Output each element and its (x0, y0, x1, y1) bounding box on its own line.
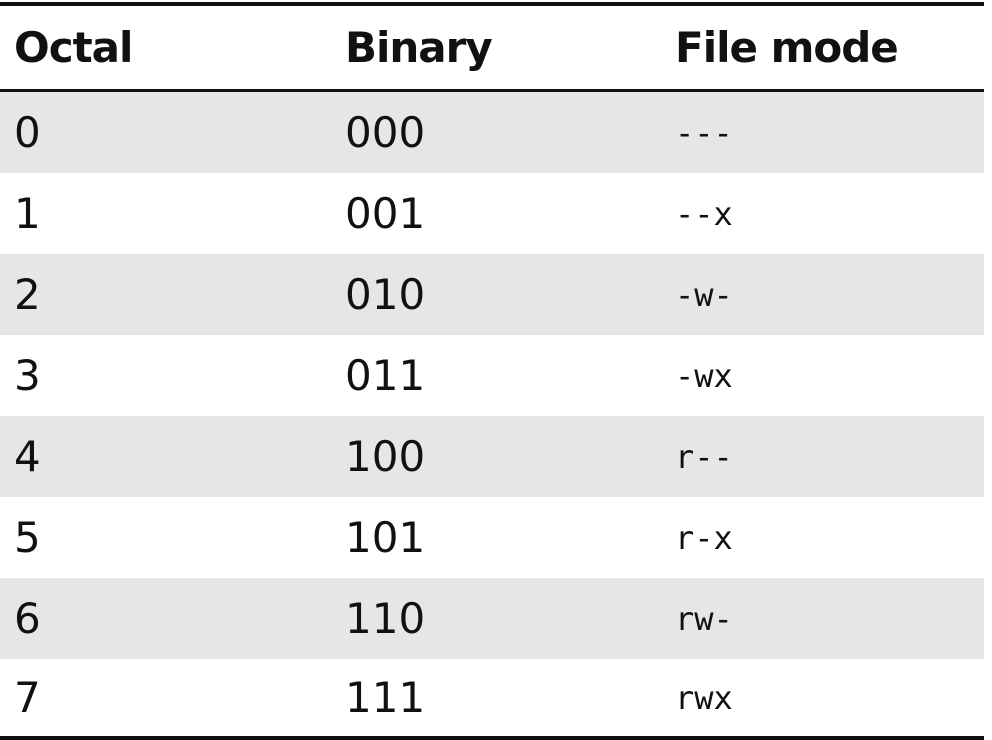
table-row: 5 101 r-x (0, 497, 984, 578)
table-cell: -w- (661, 254, 984, 335)
header-cell: File mode (661, 4, 984, 92)
table-cell: 101 (345, 513, 426, 562)
table-cell: 010 (331, 254, 661, 335)
table-cell: 0 (0, 90, 331, 173)
table-row: 0 000 --- (0, 90, 984, 173)
table-cell: 111 (345, 673, 426, 722)
table-cell: 011 (345, 351, 426, 400)
table-row: 3 011 -wx (0, 335, 984, 416)
table-cell: --- (661, 90, 984, 173)
header-row: Octal Binary File mode (0, 4, 984, 92)
table-cell: 100 (331, 416, 661, 497)
table-row: 7 111 rwx (0, 659, 984, 738)
table-cell: 000 (331, 90, 661, 173)
table-cell: 6 (0, 578, 331, 659)
table-body: 0 000 --- 1 001 --x 2 010 -w- 3 011 -wx 4 100 r-- 5 101 r… (0, 90, 984, 739)
table-cell: 5 (14, 513, 41, 562)
table-cell: r-- (661, 416, 984, 497)
table-cell: --x (675, 194, 733, 233)
table-cell: 4 (0, 416, 331, 497)
table-cell: r-x (675, 518, 733, 557)
table-cell: 3 (14, 351, 41, 400)
table-row: 2 010 -w- (0, 254, 984, 335)
table-cell: -wx (675, 356, 733, 395)
table-row: 6 110 rw- (0, 578, 984, 659)
table-cell: 110 (331, 578, 661, 659)
table-cell: 1 (14, 189, 41, 238)
table-cell: 001 (345, 189, 426, 238)
header-cell: Octal (0, 4, 331, 92)
table-cell: 7 (14, 673, 41, 722)
table-row: 4 100 r-- (0, 416, 984, 497)
table-cell: rw- (661, 578, 984, 659)
table-row: 1 001 --x (0, 173, 984, 254)
table-cell: 2 (0, 254, 331, 335)
table-header: Octal Binary File mode (0, 4, 984, 92)
header-cell: Binary (331, 4, 661, 92)
table-cell: rwx (675, 678, 733, 717)
